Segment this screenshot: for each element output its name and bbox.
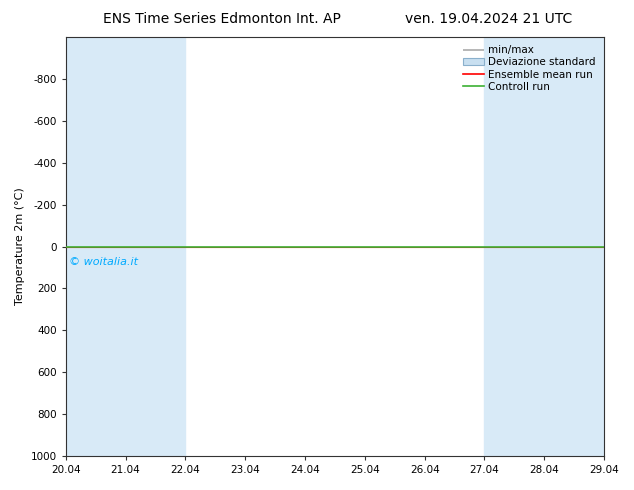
Bar (66, 37, 126, 456)
Legend: min/max, Deviazione standard, Ensemble mean run, Controll run: min/max, Deviazione standard, Ensemble m… (460, 42, 599, 95)
Text: © woitalia.it: © woitalia.it (68, 257, 138, 267)
Text: ENS Time Series Edmonton Int. AP: ENS Time Series Edmonton Int. AP (103, 12, 341, 26)
Y-axis label: Temperature 2m (°C): Temperature 2m (°C) (15, 188, 25, 305)
Bar (484, 37, 545, 456)
Text: ven. 19.04.2024 21 UTC: ven. 19.04.2024 21 UTC (404, 12, 572, 26)
Bar (545, 37, 604, 456)
Bar (126, 37, 185, 456)
